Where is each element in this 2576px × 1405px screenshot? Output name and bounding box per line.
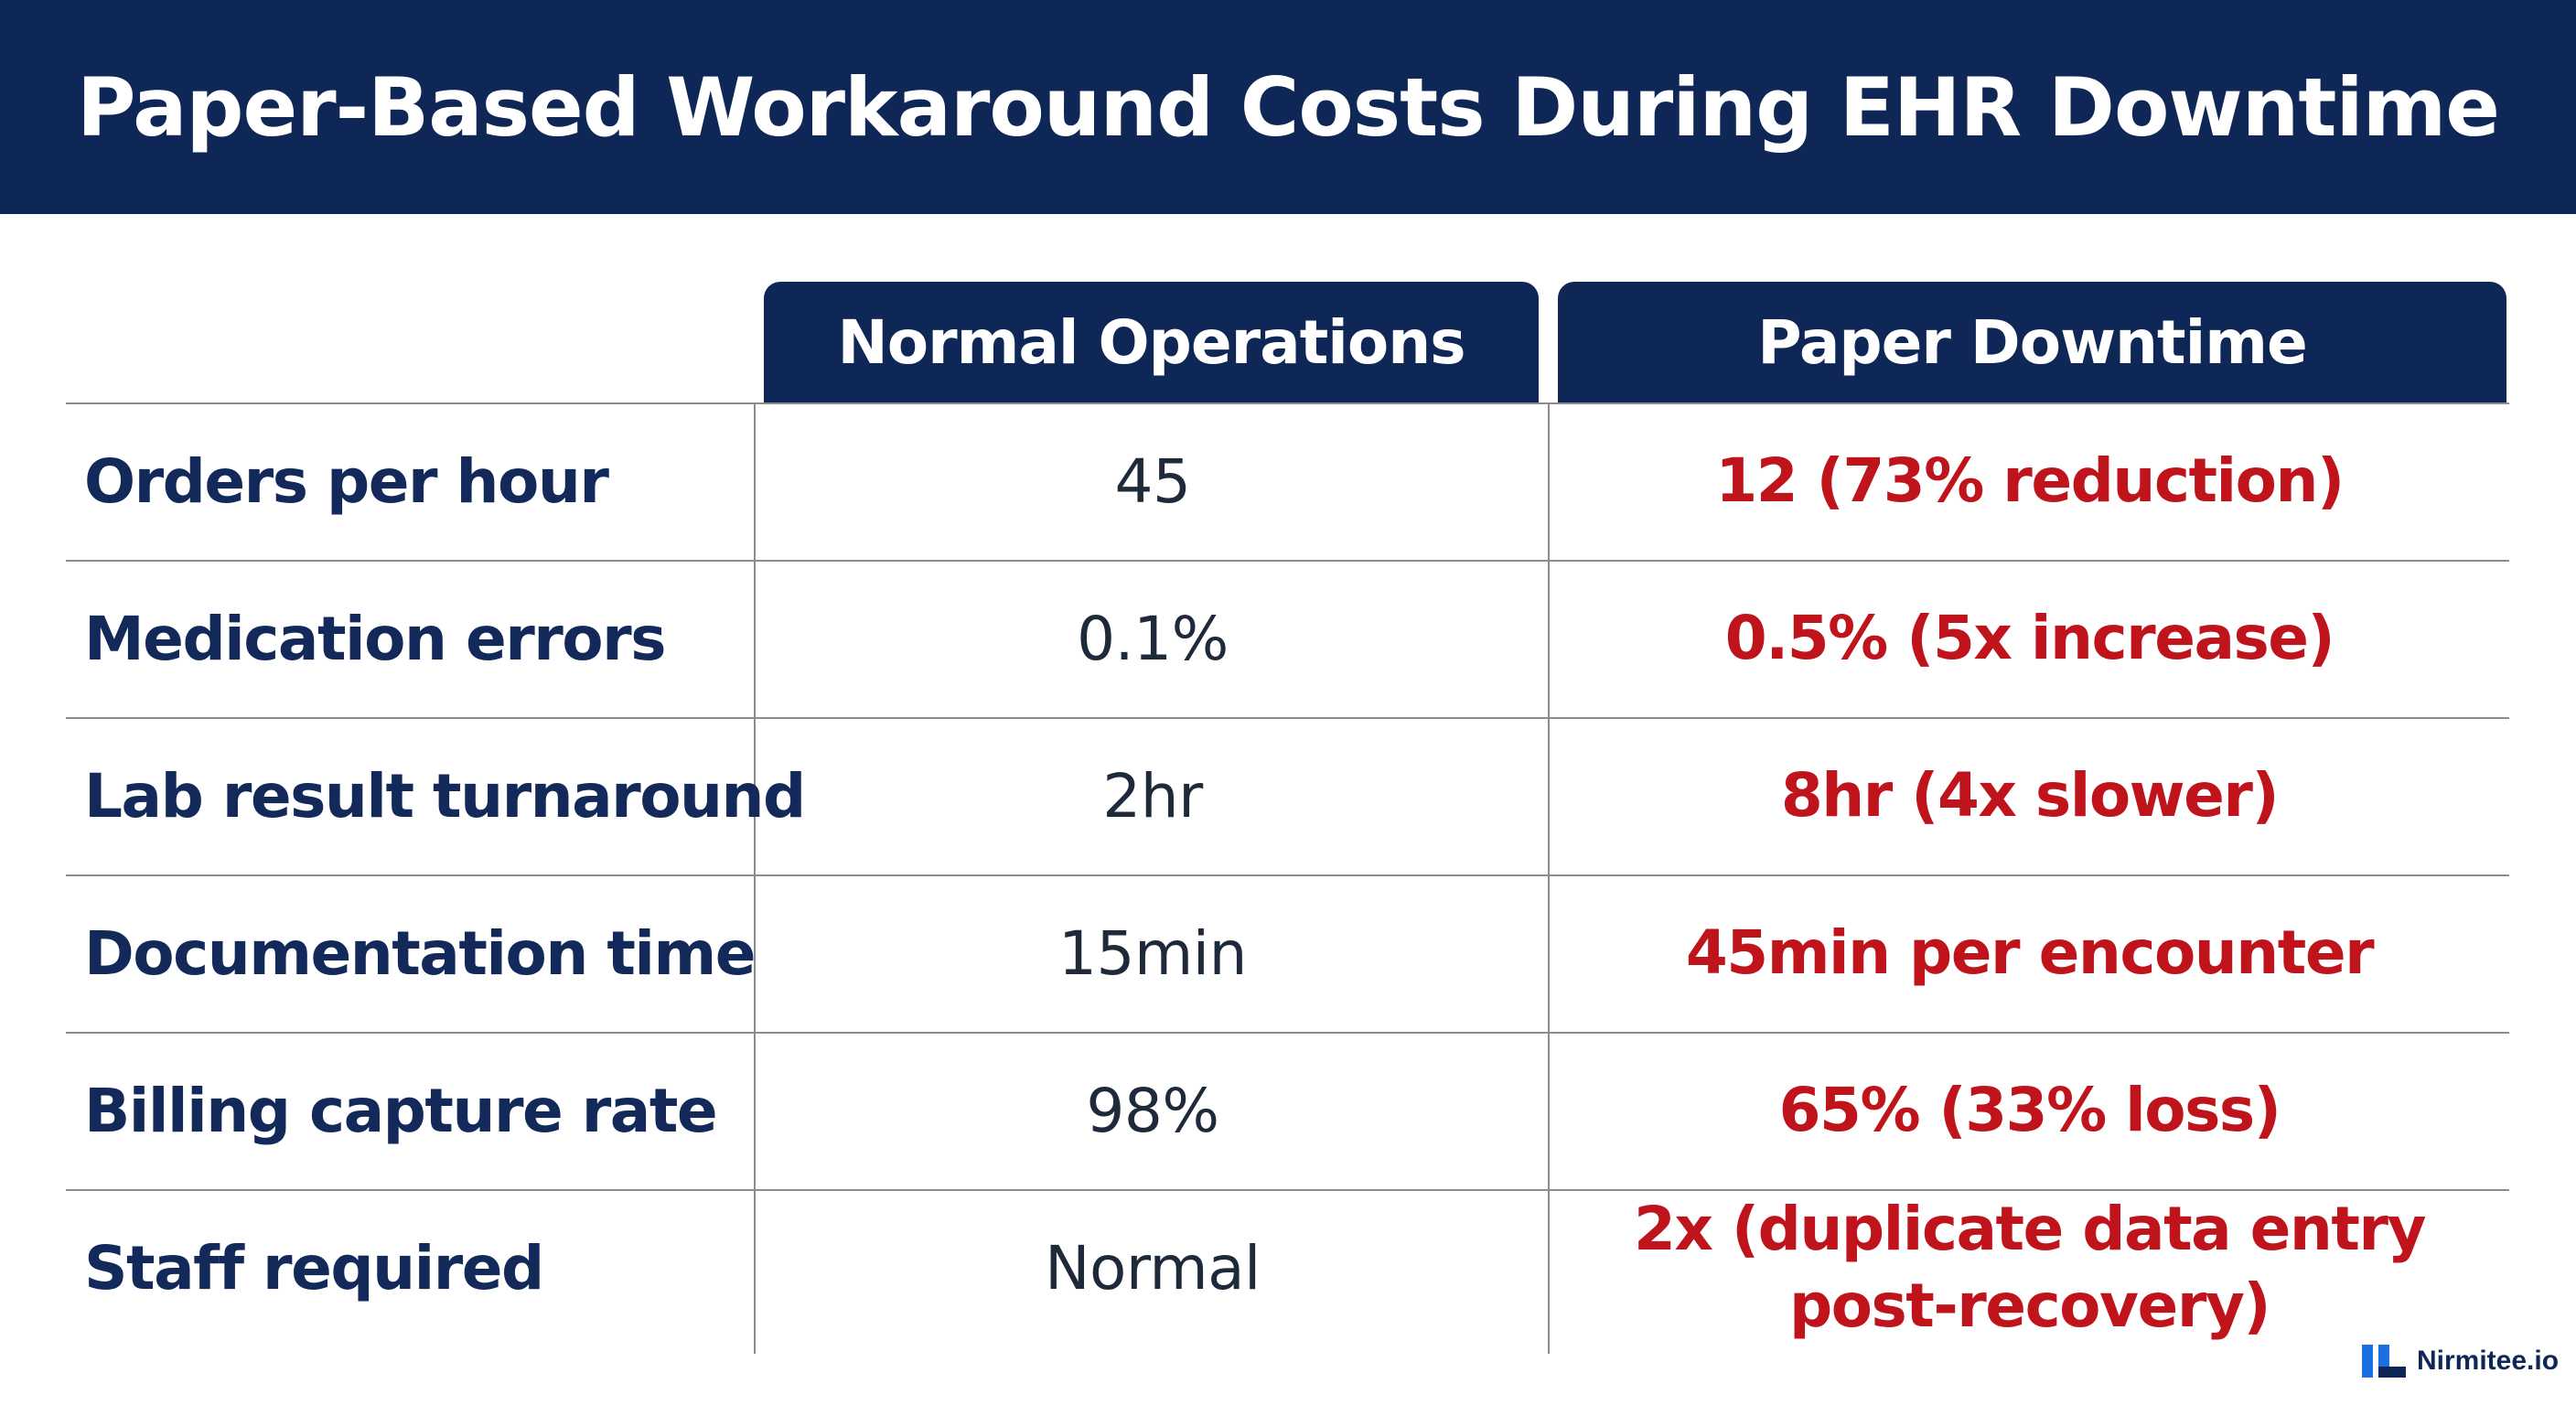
table-row: Staff required Normal 2x (duplicate data… (66, 1189, 2509, 1346)
page-title: Paper-Based Workaround Costs During EHR … (77, 59, 2500, 155)
metric-label: Billing capture rate (84, 1075, 718, 1146)
table-row: Orders per hour 45 12 (73% reduction) (66, 402, 2509, 560)
metric-label: Staff required (84, 1232, 544, 1303)
paper-value: 8hr (4x slower) (1780, 760, 2280, 831)
normal-value: Normal (1045, 1232, 1261, 1303)
normal-value: 98% (1086, 1075, 1219, 1146)
row-divider (66, 1189, 2509, 1191)
paper-value: 45min per encounter (1685, 917, 2375, 988)
table-row: Billing capture rate 98% 65% (33% loss) (66, 1032, 2509, 1189)
row-divider (66, 874, 2509, 876)
normal-value: 2hr (1102, 760, 1203, 831)
normal-value: 45 (1114, 445, 1191, 517)
paper-value: 65% (33% loss) (1778, 1075, 2281, 1145)
brand-name: Nirmitee.io (2417, 1346, 2560, 1376)
paper-value: 0.5% (5x increase) (1724, 603, 2335, 673)
row-divider (66, 402, 2509, 404)
normal-value: 0.1% (1077, 603, 1229, 674)
title-bar: Paper-Based Workaround Costs During EHR … (0, 0, 2576, 214)
metric-label: Documentation time (84, 917, 757, 989)
row-divider (66, 1032, 2509, 1034)
column-divider (754, 402, 756, 1354)
metric-label: Medication errors (84, 603, 666, 674)
row-divider (66, 717, 2509, 719)
row-divider (66, 560, 2509, 562)
paper-value: 2x (duplicate data entry post-recovery) (1633, 1194, 2427, 1341)
nirmitee-logo-icon (2362, 1345, 2406, 1378)
table-panel (0, 214, 2576, 1405)
column-divider (1548, 402, 1550, 1354)
paper-value: 12 (73% reduction) (1715, 445, 2345, 516)
brand-watermark: Nirmitee.io (2362, 1343, 2559, 1379)
table-row: Lab result turnaround 2hr 8hr (4x slower… (66, 717, 2509, 874)
column-header-normal-operations: Normal Operations (764, 282, 1539, 402)
column-header-paper-downtime: Paper Downtime (1558, 282, 2506, 402)
metric-label: Lab result turnaround (84, 760, 806, 831)
table-row: Medication errors 0.1% 0.5% (5x increase… (66, 560, 2509, 717)
normal-value: 15min (1058, 917, 1247, 989)
table-row: Documentation time 15min 45min per encou… (66, 874, 2509, 1032)
metric-label: Orders per hour (84, 445, 609, 517)
